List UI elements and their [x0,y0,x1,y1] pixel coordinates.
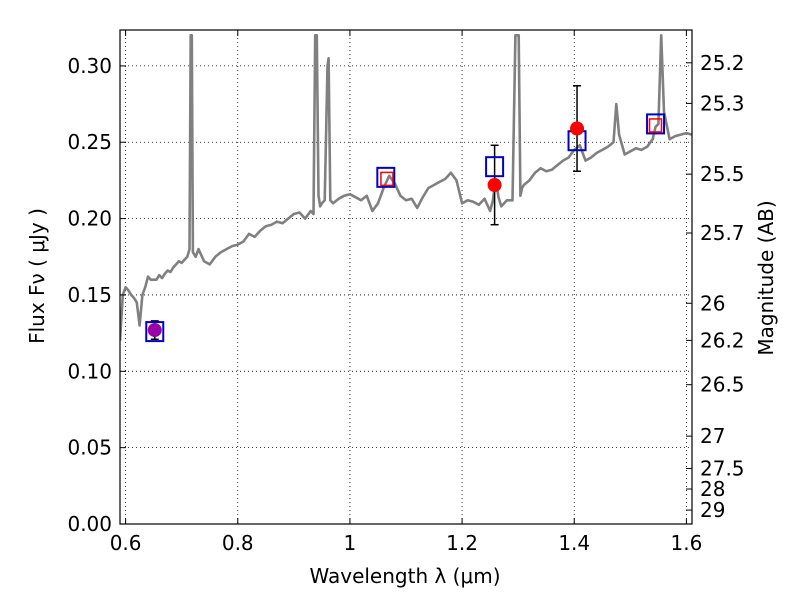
spectrum-line [120,34,692,341]
y2-tick-label: 25.5 [700,162,745,186]
x-tick-label: 1.4 [558,531,590,555]
y-tick-label: 0.00 [67,512,112,536]
y-tick-label: 0.10 [67,359,112,383]
y-tick-label: 0.30 [67,54,112,78]
observed-point [570,121,585,136]
y2-tick-label: 26.2 [700,328,745,352]
model-square-blue [376,166,396,188]
model-square-blue [646,113,666,135]
y2-tick-label: 25.2 [700,51,745,75]
y-tick-label: 0.20 [67,207,112,231]
y2-tick-label: 25.3 [700,91,745,115]
x-tick-label: 1 [344,531,357,555]
observed-point [487,177,502,192]
ticks: 0.6 0.8 1 1.2 1.4 1.6 0.00 0.05 0.10 0.15 0.20 0.25… [67,30,745,555]
model-square-blue [145,321,165,343]
spectrum-series [120,34,692,341]
y-tick-label: 0.25 [67,130,112,154]
y2-axis-title: Magnitude (AB) [754,200,778,355]
y-tick-label: 0.15 [67,283,112,307]
model-square-blue [485,156,505,178]
y2-tick-label: 29 [700,498,725,522]
plot-frame [119,29,693,525]
model-square-red [648,118,663,133]
y2-tick-label: 26.5 [700,373,745,397]
x-tick-label: 1.6 [670,531,702,555]
x-tick-label: 0.6 [110,531,142,555]
x-tick-label: 0.8 [222,531,254,555]
x-axis-title: Wavelength λ (μm) [309,564,500,588]
y2-tick-label: 26 [700,291,725,315]
model-square-red [380,171,394,187]
x-tick-label: 1.2 [446,531,478,555]
y2-tick-label: 27 [700,424,725,448]
observed-point [147,323,162,338]
y2-tick-label: 28 [700,477,725,501]
photometry-markers [145,84,666,343]
y2-tick-label: 27.5 [700,457,745,481]
y2-tick-label: 25.7 [700,221,745,245]
y-axis-title: Flux Fν ( μJy ) [25,208,49,344]
y-tick-label: 0.05 [67,436,112,460]
